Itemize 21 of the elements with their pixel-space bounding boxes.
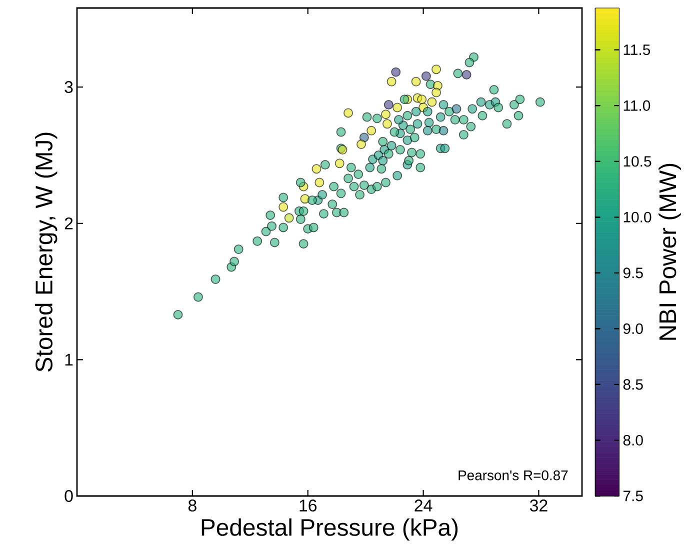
y-tick-label: 3 <box>64 81 73 94</box>
color-bar-label: 10.0 <box>624 212 652 222</box>
color-bar-title: NBI Power (MW) <box>658 164 681 340</box>
color-bar-label: 9.5 <box>623 268 643 278</box>
y-tick-label: 1 <box>65 354 73 366</box>
color-bar-label: 10.5 <box>624 156 652 167</box>
color-bar-label: 11.0 <box>624 100 650 111</box>
x-tick-label: 8 <box>188 500 196 512</box>
x-tick-label: 16 <box>300 500 317 512</box>
color-bar-label: 8.0 <box>623 434 643 446</box>
x-axis-title: Pedestal Pressure (kPa) <box>202 518 458 541</box>
x-tick-label: 24 <box>414 500 432 512</box>
y-tick-label: 0 <box>64 490 73 502</box>
color-bar-label: 9.0 <box>623 323 643 334</box>
color-bar-label: 8.5 <box>623 379 643 390</box>
x-tick-label: 32 <box>530 500 548 512</box>
y-axis-title: Stored Energy, W (MJ) <box>34 132 58 372</box>
color-bar-label: 7.5 <box>623 490 643 502</box>
color-bar-label: 11.5 <box>624 44 650 56</box>
y-tick-label: 2 <box>64 217 73 230</box>
annotation: Pearson's R=0.87 <box>458 470 568 480</box>
